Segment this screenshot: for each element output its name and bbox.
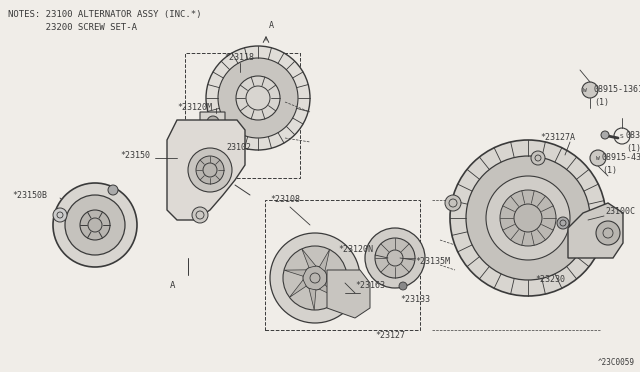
Circle shape bbox=[80, 210, 110, 240]
Polygon shape bbox=[200, 112, 225, 138]
Circle shape bbox=[218, 58, 298, 138]
Polygon shape bbox=[319, 250, 330, 271]
Text: *23108: *23108 bbox=[270, 196, 300, 205]
Text: *23127: *23127 bbox=[375, 330, 405, 340]
Text: S: S bbox=[620, 134, 624, 138]
Polygon shape bbox=[302, 249, 316, 267]
Circle shape bbox=[65, 195, 125, 255]
Text: NOTES: 23100 ALTERNATOR ASSY (INC.*): NOTES: 23100 ALTERNATOR ASSY (INC.*) bbox=[8, 10, 202, 19]
Circle shape bbox=[399, 282, 407, 290]
Circle shape bbox=[188, 148, 232, 192]
Polygon shape bbox=[167, 120, 245, 220]
Circle shape bbox=[53, 208, 67, 222]
Text: 23102: 23102 bbox=[226, 144, 251, 153]
Text: ^23C0059: ^23C0059 bbox=[598, 358, 635, 367]
Circle shape bbox=[375, 238, 415, 278]
Circle shape bbox=[445, 195, 461, 211]
Circle shape bbox=[270, 233, 360, 323]
Text: *23135M: *23135M bbox=[415, 257, 450, 266]
Circle shape bbox=[601, 131, 609, 139]
Circle shape bbox=[196, 156, 224, 184]
Text: *23127A: *23127A bbox=[540, 134, 575, 142]
Text: *23133: *23133 bbox=[400, 295, 430, 305]
Text: *23118: *23118 bbox=[224, 52, 254, 61]
Polygon shape bbox=[568, 203, 623, 258]
Bar bbox=[185, 53, 300, 178]
Circle shape bbox=[557, 217, 569, 229]
Circle shape bbox=[486, 176, 570, 260]
Text: 08360-51062: 08360-51062 bbox=[626, 131, 640, 141]
Text: 23100C: 23100C bbox=[605, 208, 635, 217]
Circle shape bbox=[500, 190, 556, 246]
Circle shape bbox=[365, 228, 425, 288]
Circle shape bbox=[582, 82, 598, 98]
Polygon shape bbox=[289, 280, 306, 297]
Text: (1): (1) bbox=[594, 97, 609, 106]
Text: *23150B: *23150B bbox=[12, 190, 47, 199]
Circle shape bbox=[450, 140, 606, 296]
Text: 08915-43610: 08915-43610 bbox=[602, 154, 640, 163]
Circle shape bbox=[466, 156, 590, 280]
Text: (1): (1) bbox=[602, 166, 617, 174]
Text: A: A bbox=[269, 21, 274, 30]
Text: A: A bbox=[170, 280, 176, 289]
Polygon shape bbox=[309, 288, 316, 310]
Circle shape bbox=[531, 151, 545, 165]
Circle shape bbox=[192, 207, 208, 223]
Text: W: W bbox=[596, 155, 600, 160]
Text: W: W bbox=[583, 87, 587, 93]
Text: *23163: *23163 bbox=[355, 280, 385, 289]
Text: *23120M: *23120M bbox=[177, 103, 212, 112]
Circle shape bbox=[303, 266, 327, 290]
Text: *23120N: *23120N bbox=[338, 246, 373, 254]
Circle shape bbox=[108, 185, 118, 195]
Text: 08915-1361A: 08915-1361A bbox=[594, 86, 640, 94]
Circle shape bbox=[53, 183, 137, 267]
Polygon shape bbox=[326, 272, 346, 282]
Circle shape bbox=[283, 246, 347, 310]
Circle shape bbox=[590, 150, 606, 166]
Circle shape bbox=[236, 76, 280, 120]
Bar bbox=[265, 200, 420, 330]
Polygon shape bbox=[327, 270, 370, 318]
Text: *23230: *23230 bbox=[535, 276, 565, 285]
Polygon shape bbox=[319, 285, 340, 299]
Polygon shape bbox=[284, 270, 306, 276]
Text: *23150: *23150 bbox=[120, 151, 150, 160]
Text: (1): (1) bbox=[626, 144, 640, 153]
Circle shape bbox=[207, 116, 219, 128]
Circle shape bbox=[206, 46, 310, 150]
Circle shape bbox=[596, 221, 620, 245]
Text: 23200 SCREW SET-A: 23200 SCREW SET-A bbox=[8, 23, 137, 32]
